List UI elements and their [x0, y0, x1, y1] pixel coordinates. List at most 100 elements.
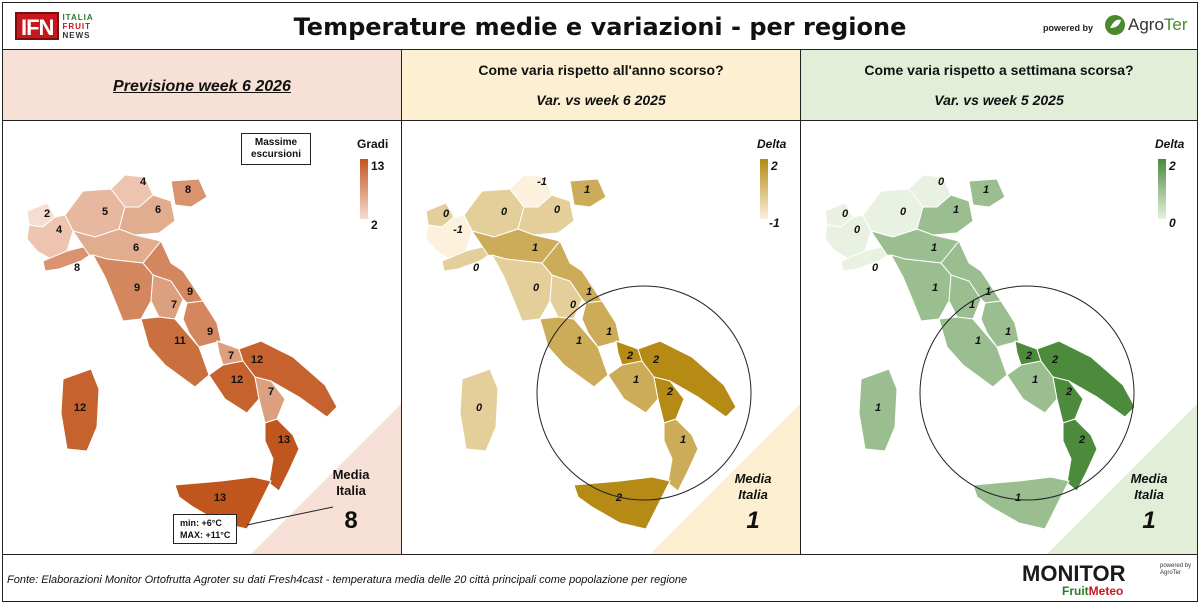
region-label-puglia: 2 — [652, 354, 659, 366]
region-label-valle-aosta: 2 — [44, 208, 50, 220]
region-label-umbria: 0 — [570, 299, 577, 311]
region-label-sardegna: 1 — [875, 402, 881, 414]
region-label-liguria: 8 — [74, 262, 80, 274]
region-label-calabria: 13 — [278, 434, 290, 446]
monitor-wordmark: MONITOR — [1022, 561, 1126, 586]
highlight-circle — [536, 285, 752, 501]
region-label-molise: 2 — [1025, 350, 1032, 362]
region-label-campania: 12 — [231, 374, 243, 386]
region-label-veneto: 1 — [953, 204, 959, 216]
region-label-basilicata: 2 — [1065, 386, 1072, 398]
legend-max: 2 — [771, 159, 778, 173]
legend-min: 0 — [1169, 216, 1176, 230]
legend-title: Delta — [757, 137, 787, 151]
minmax-box: min: +6°C MAX: +11°C — [173, 514, 238, 544]
region-label-emilia: 1 — [931, 242, 937, 254]
region-label-umbria: 7 — [171, 299, 177, 311]
region-label-valle-aosta: 0 — [443, 208, 450, 220]
region-label-emilia: 6 — [133, 242, 139, 254]
max-value: MAX: +11°C — [180, 530, 231, 540]
region-label-toscana: 1 — [932, 282, 938, 294]
header: IFN ITALIA FRUIT NEWS Temperature medie … — [3, 3, 1197, 50]
region-label-abruzzo: 9 — [207, 326, 213, 338]
region-puglia — [637, 340, 737, 418]
panel-header-year: Come varia rispetto all'anno scorso? Var… — [402, 50, 800, 121]
region-toscana — [889, 254, 952, 322]
region-label-valle-aosta: 0 — [842, 208, 849, 220]
region-friuli — [569, 178, 607, 208]
region-label-basilicata: 2 — [666, 386, 673, 398]
legend-title: Delta — [1155, 137, 1185, 151]
region-label-liguria: 0 — [473, 262, 480, 274]
ifn-logo-line1: ITALIA — [62, 12, 94, 22]
region-label-sicilia: 1 — [1015, 492, 1021, 504]
panel-header-forecast: Previsione week 6 2026 — [3, 50, 401, 121]
region-label-trentino: -1 — [537, 176, 547, 188]
column-divider — [401, 50, 402, 554]
legend-gradient-bar — [360, 159, 368, 219]
region-label-friuli: 8 — [185, 184, 191, 196]
region-label-toscana: 9 — [134, 282, 140, 294]
ifn-logo-words: ITALIA FRUIT NEWS — [62, 13, 93, 40]
corner-triangle — [650, 404, 800, 554]
panel-subtitle-week: Var. vs week 5 2025 — [934, 92, 1064, 108]
region-toscana — [91, 254, 154, 322]
region-label-marche: 1 — [985, 286, 991, 298]
panel-title-forecast: Previsione week 6 2026 — [113, 78, 291, 95]
legend-max: 13 — [371, 159, 385, 173]
legend-gradient-bar — [760, 159, 768, 219]
agroter-wordmark: AgroTer — [1128, 15, 1188, 34]
region-abruzzo — [581, 300, 621, 348]
region-liguria — [441, 246, 493, 272]
media-italia-value: 1 — [746, 507, 760, 534]
region-abruzzo — [980, 300, 1020, 348]
region-label-trentino: 4 — [140, 176, 147, 188]
region-piemonte — [824, 214, 872, 260]
legend-gradient-bar — [1158, 159, 1166, 219]
region-label-calabria: 1 — [680, 434, 686, 446]
fruitmeteo-wordmark: FruitMeteo — [1062, 584, 1124, 598]
region-piemonte — [425, 214, 473, 260]
ifn-logo-line3: NEWS — [62, 30, 91, 40]
highlight-circle — [919, 285, 1135, 501]
region-label-umbria: 1 — [969, 299, 975, 311]
region-label-lombardia: 0 — [900, 206, 907, 218]
region-label-sicilia: 2 — [615, 492, 622, 504]
panel-temperature: 2 4 5 4 6 8 8 6 9 7 9 11 9 7 12 12 7 13 13 12 Massime escur… — [3, 121, 401, 554]
region-label-lazio: 11 — [174, 335, 186, 347]
region-label-lazio: 1 — [576, 335, 582, 347]
region-label-campania: 1 — [633, 374, 639, 386]
legend-min: 2 — [371, 218, 378, 232]
region-label-calabria: 2 — [1078, 434, 1085, 446]
mini-agroter-logo: powered by AgroTer — [1160, 563, 1192, 576]
region-puglia — [1036, 340, 1136, 418]
corner-triangle — [1047, 404, 1197, 554]
region-label-lazio: 1 — [975, 335, 981, 347]
region-label-piemonte: 4 — [56, 224, 63, 236]
panel-question-year: Come varia rispetto all'anno scorso? — [478, 62, 724, 78]
region-label-piemonte: -1 — [453, 224, 463, 236]
legend-min: -1 — [769, 216, 780, 230]
region-label-molise: 7 — [228, 350, 234, 362]
region-marche — [142, 240, 204, 304]
page-title: Temperature medie e variazioni - per reg… — [293, 13, 907, 41]
region-piemonte — [26, 214, 74, 260]
panel-variation-year: 0 -1 0 -1 0 1 0 1 0 0 1 1 1 2 1 2 2 1 2 0 Delta 2 -1 Media I… — [402, 121, 800, 554]
region-label-emilia: 1 — [532, 242, 538, 254]
region-calabria — [1062, 418, 1098, 492]
region-friuli — [968, 178, 1006, 208]
legend-title: Gradi — [357, 137, 389, 151]
min-value: min: +6°C — [180, 518, 222, 528]
footer: Fonte: Elaborazioni Monitor Ortofrutta A… — [3, 554, 1197, 601]
region-label-toscana: 0 — [533, 282, 540, 294]
callout-line — [246, 506, 334, 526]
region-sicilia — [174, 476, 272, 530]
ifn-logo: IFN ITALIA FRUIT NEWS — [15, 12, 94, 40]
region-sardegna — [60, 368, 100, 452]
ifn-logo-box: IFN — [15, 12, 60, 40]
region-label-abruzzo: 1 — [1005, 326, 1011, 338]
